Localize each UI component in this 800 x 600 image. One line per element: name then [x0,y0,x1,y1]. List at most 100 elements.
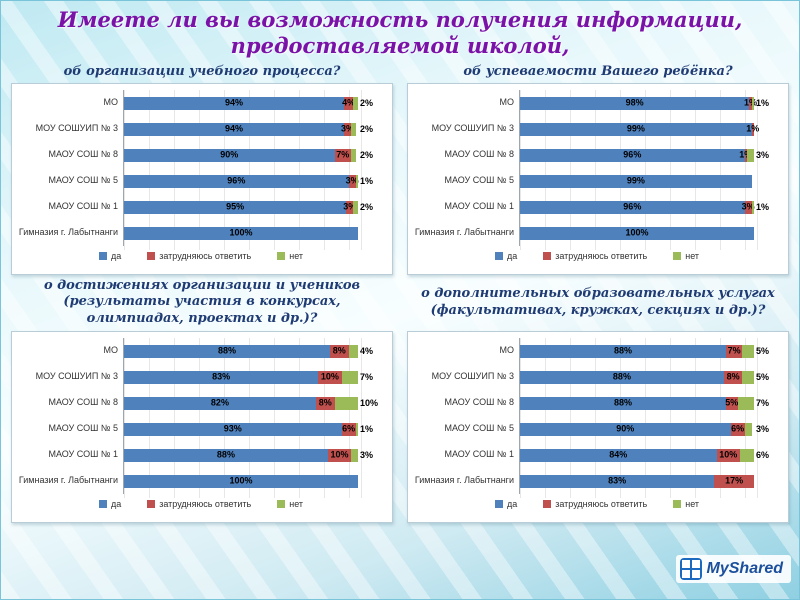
bar-segment-net [350,148,356,162]
bar-segment-zatrud: 17% [714,474,754,488]
bar-segment-da: 95% [124,200,347,214]
chart-legend: да затрудняюсь ответить нет [412,246,782,261]
segment-value-label: 6% [731,423,745,434]
outside-value-label: 2% [360,124,374,135]
bar-area: 94% 3% 2% [124,116,386,142]
segment-value-label: 17% [725,475,744,486]
bar-stack: 100% [520,226,754,240]
category-label: МАОУ СОШ № 8 [16,142,124,169]
segment-value-label: 1% [743,97,757,108]
bar-segment-net [341,370,358,384]
category-label: МОУ СОШУИП № 3 [412,116,520,143]
outside-value-label: 7% [756,398,770,409]
segment-value-label: 99% [626,175,645,186]
outside-value-label: 3% [756,424,770,435]
myshared-logo-text: MyShared [706,560,783,577]
legend-marker-zatrud [543,252,552,261]
segment-value-label: 90% [220,149,239,160]
bar-stack: 99% 1% [520,122,759,136]
chart-legend: да затрудняюсь ответить нет [16,246,386,261]
bar-area: 100% [520,220,782,246]
bar-segment-da: 98% [520,96,750,110]
bar-segment-zatrud: 8% [329,344,349,358]
outside-value-label: 1% [756,98,770,109]
legend-label-da: да [506,251,518,262]
myshared-logo[interactable]: MyShared [675,555,791,583]
segment-value-label: 99% [626,123,645,134]
segment-value-label: 100% [229,227,253,238]
segment-value-label: 1% [746,123,760,134]
outside-value-label: 3% [360,450,374,461]
category-label: МО [16,338,124,365]
bar-segment-da: 94% [124,122,344,136]
segment-value-label: 8% [726,371,740,382]
chart-block-extra-services: о дополнительных образовательных услугах… [407,275,789,524]
bar-segment-net [739,448,754,462]
bar-segment-zatrud: 1% [739,148,752,162]
legend-item-zatrud: затрудняюсь ответить [147,251,251,261]
bar-segment-da: 90% [124,148,335,162]
legend-item-net: нет [673,499,699,509]
chart-panel: МО 88% 7% 5% МОУ СОШУИП № 3 88% 8% 5% МАОУ СОШ №… [407,331,789,524]
bar-area: 83% 10% 7% [124,364,386,390]
bar-area: 90% 7% 2% [124,142,386,168]
chart-rows: МО 88% 8% 4% МОУ СОШУИП № 3 83% 10% 7% МАОУ СОШ … [16,338,386,495]
chart-row: МО 94% 4% 2% [16,90,386,117]
chart-row: Гимназия г. Лабытнанги 83% 17% [412,468,782,495]
bar-segment-da: 93% [124,422,342,436]
legend-item-da: да [98,251,121,261]
bar-stack: 82% 8% [124,396,358,410]
chart-title: об организации учебного процесса? [63,63,341,79]
chart-row: МО 98% 1% 1% [412,90,782,117]
charts-grid: об организации учебного процесса? МО 94% 4… [1,60,799,524]
chart-row: МОУ СОШУИП № 3 83% 10% 7% [16,364,386,391]
bar-stack: 96% 3% [124,174,359,188]
bar-segment-da: 83% [520,474,715,488]
chart-row: МАОУ СОШ № 5 99% [412,168,782,195]
chart-gridlines [520,338,758,499]
bar-area: 100% [124,220,386,246]
bar-stack: 100% [124,474,358,488]
bar-segment-da: 88% [124,344,330,358]
chart-rows: МО 98% 1% 1% МОУ СОШУИП № 3 99% 1% МАОУ СОШ № 8… [412,90,782,247]
legend-item-net: нет [277,499,303,509]
outside-value-label: 2% [360,202,374,213]
segment-value-label: 96% [623,201,642,212]
segment-value-label: 100% [625,227,649,238]
legend-marker-da [98,252,107,261]
bar-stack: 83% 17% [520,474,754,488]
legend-item-da: да [494,499,517,509]
bar-area: 94% 4% 2% [124,90,386,116]
bar-segment-zatrud: 7% [725,344,743,358]
chart-row: МО 88% 7% 5% [412,338,782,365]
legend-label-zatrud: затрудняюсь ответить [159,251,252,262]
bar-segment-zatrud: 3% [341,122,354,136]
legend-marker-net [277,500,286,509]
chart-row: МАОУ СОШ № 1 95% 3% 2% [16,194,386,221]
chart-row: МОУ СОШУИП № 3 88% 8% 5% [412,364,782,391]
legend-label-net: нет [289,499,304,510]
bar-stack: 88% 8% [520,370,754,384]
chart-legend: да затрудняюсь ответить нет [16,494,386,509]
legend-label-zatrud: затрудняюсь ответить [555,499,648,510]
outside-value-label: 1% [360,176,374,187]
bar-stack: 99% [520,174,754,188]
bar-stack: 96% 1% [520,148,754,162]
bar-segment-net [744,422,752,436]
chart-legend: да затрудняюсь ответить нет [412,494,782,509]
bar-segment-net [353,96,358,110]
segment-value-label: 82% [210,397,229,408]
chart-row: Гимназия г. Лабытнанги 100% [16,220,386,247]
bar-area: 100% [124,468,386,494]
bar-segment-da: 96% [520,148,745,162]
bar-area: 93% 6% 1% [124,416,386,442]
category-label: МАОУ СОШ № 5 [412,168,520,195]
bar-stack: 98% 1% [520,96,757,110]
legend-marker-net [673,500,682,509]
bar-segment-da: 88% [124,448,328,462]
category-label: МО [16,90,124,117]
bar-segment-net [742,344,754,358]
bar-segment-da: 100% [520,226,754,240]
legend-marker-net [277,252,286,261]
category-label: МАОУ СОШ № 8 [412,142,520,169]
